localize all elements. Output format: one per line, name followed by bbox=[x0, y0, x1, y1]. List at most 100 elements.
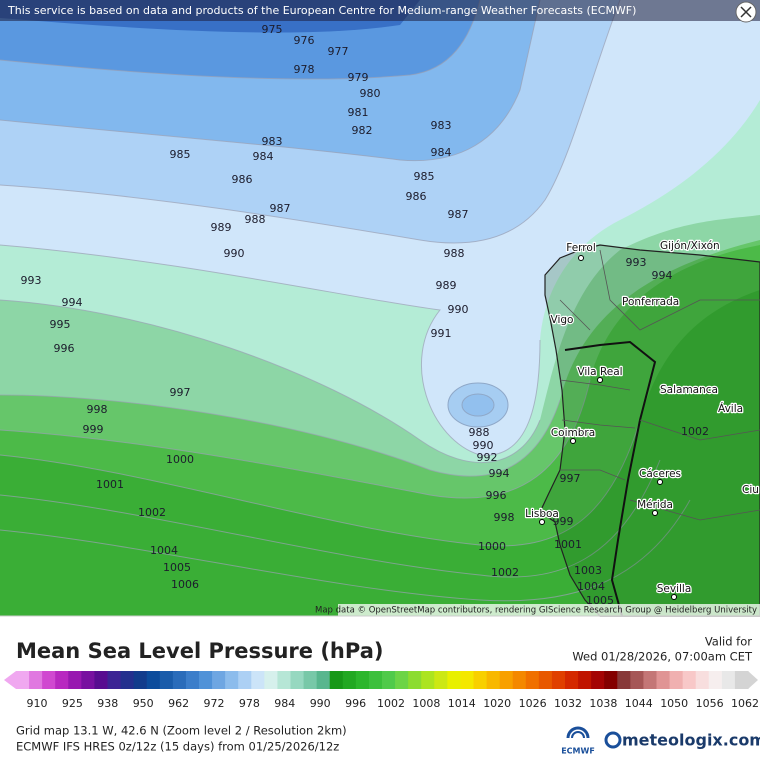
contour-label: 1003 bbox=[574, 564, 602, 577]
place-label: Mérida bbox=[637, 499, 673, 511]
colorbar-segment bbox=[212, 671, 226, 689]
contour-label: 993 bbox=[626, 256, 647, 269]
colorbar-tick: 1056 bbox=[696, 697, 724, 710]
colorbar-segment bbox=[538, 671, 553, 689]
contour-label: 990 bbox=[448, 303, 469, 316]
brand-text[interactable]: meteologix.com bbox=[622, 731, 760, 750]
colorbar-segment bbox=[303, 671, 318, 689]
place-dot bbox=[657, 479, 663, 485]
contour-label: 976 bbox=[294, 34, 315, 47]
contour-label: 999 bbox=[553, 515, 574, 528]
colorbar-segment bbox=[578, 671, 592, 689]
colorbar-segment bbox=[382, 671, 396, 689]
colorbar-tick: 962 bbox=[168, 697, 189, 710]
contour-label: 980 bbox=[360, 87, 381, 100]
colorbar-arrow bbox=[748, 671, 758, 689]
place-label: Cáceres bbox=[639, 468, 681, 480]
place-dot bbox=[578, 255, 584, 261]
colorbar-segment bbox=[525, 671, 540, 689]
colorbar-segment bbox=[16, 671, 30, 689]
attribution: This service is based on data and produc… bbox=[7, 4, 636, 17]
colorbar-segment bbox=[734, 671, 749, 689]
colorbar-segment bbox=[473, 671, 488, 689]
colorbar-segment bbox=[682, 671, 697, 689]
valid-time: Wed 01/28/2026, 07:00am CET bbox=[572, 650, 753, 664]
contour-label: 985 bbox=[414, 170, 435, 183]
contour-label: 984 bbox=[253, 150, 274, 163]
colorbar-tick: 996 bbox=[345, 697, 366, 710]
colorbar-segment bbox=[133, 671, 148, 689]
ecmwf-logo: ECMWF bbox=[561, 726, 595, 756]
colorbar-tick: 972 bbox=[204, 697, 225, 710]
colorbar-segment bbox=[29, 671, 43, 689]
colorbar-segment bbox=[290, 671, 305, 689]
colorbar-segment bbox=[395, 671, 409, 689]
colorbar-segment bbox=[68, 671, 82, 689]
contour-label: 985 bbox=[170, 148, 191, 161]
colorbar-tick: 1044 bbox=[625, 697, 653, 710]
contour-label: 998 bbox=[87, 403, 108, 416]
contour-label: 999 bbox=[83, 423, 104, 436]
colorbar-segment bbox=[565, 671, 579, 689]
contour-label: 1005 bbox=[163, 561, 191, 574]
colorbar-segment bbox=[708, 671, 723, 689]
legend-title: Mean Sea Level Pressure (hPa) bbox=[16, 639, 383, 663]
brand-logo[interactable]: meteologix.com bbox=[604, 731, 760, 750]
colorbar-segment bbox=[55, 671, 69, 689]
colorbar-segment bbox=[591, 671, 605, 689]
colorbar-tick: 1038 bbox=[589, 697, 617, 710]
contour-label: 994 bbox=[652, 269, 673, 282]
contour-label: 986 bbox=[406, 190, 427, 203]
colorbar-segment bbox=[421, 671, 435, 689]
contour-label: 992 bbox=[477, 451, 498, 464]
contour-label: 991 bbox=[431, 327, 452, 340]
place-dot bbox=[671, 594, 677, 600]
colorbar-segment bbox=[264, 671, 278, 689]
contour-label: 978 bbox=[294, 63, 315, 76]
colorbar-arrow bbox=[4, 671, 16, 689]
colorbar-segment bbox=[159, 671, 174, 689]
colorbar: 910 925 938 950 962 972 978 984 990 996 1002 1008 10… bbox=[4, 671, 759, 710]
place-label: Ciu bbox=[742, 484, 759, 496]
contour-labels: 975 976 977 978 979 980 981 982 983 984 985 986 987 9… bbox=[21, 23, 710, 607]
contour-label: 996 bbox=[54, 342, 75, 355]
colorbar-tick: 950 bbox=[133, 697, 154, 710]
colorbar-segment bbox=[120, 671, 135, 689]
colorbar-segment bbox=[107, 671, 122, 689]
contour-label: 1002 bbox=[681, 425, 709, 438]
header-bar bbox=[0, 0, 760, 21]
contour-label: 1002 bbox=[138, 506, 166, 519]
contour-label: 993 bbox=[21, 274, 42, 287]
contour-label: 988 bbox=[245, 213, 266, 226]
colorbar-segment bbox=[447, 671, 461, 689]
map: 975 976 977 978 979 980 981 982 983 984 985 986 987 9… bbox=[0, 0, 760, 617]
place-label: Ferrol bbox=[566, 242, 596, 254]
low-center bbox=[461, 393, 495, 417]
colorbar-segment bbox=[460, 671, 474, 689]
colorbar-tick: 925 bbox=[62, 697, 83, 710]
ecmwf-text: ECMWF bbox=[561, 747, 595, 756]
contour-label: 1005 bbox=[586, 594, 614, 607]
place-dot bbox=[597, 377, 603, 383]
place-label: Coimbra bbox=[551, 427, 595, 439]
contour-label: 990 bbox=[224, 247, 245, 260]
regions bbox=[559, 249, 760, 521]
colorbar-segment bbox=[238, 671, 252, 689]
contour-label: 1001 bbox=[554, 538, 582, 551]
colorbar-tick: 1008 bbox=[412, 697, 440, 710]
colorbar-tick: 1002 bbox=[377, 697, 405, 710]
iberia bbox=[539, 244, 760, 617]
place-label: Vigo bbox=[551, 314, 574, 326]
colorbar-tick: 1020 bbox=[483, 697, 511, 710]
colorbar-segment bbox=[368, 671, 383, 689]
colorbar-segment bbox=[251, 671, 265, 689]
isobars bbox=[0, 0, 691, 602]
valid-label: Valid for bbox=[705, 635, 752, 649]
contour-label: 979 bbox=[348, 71, 369, 84]
grid-info: Grid map 13.1 W, 42.6 N (Zoom level 2 / … bbox=[16, 724, 347, 738]
contour-label: 982 bbox=[352, 124, 373, 137]
colorbar-segment bbox=[408, 671, 422, 689]
colorbar-segment bbox=[199, 671, 213, 689]
colorbar-segment bbox=[329, 671, 344, 689]
